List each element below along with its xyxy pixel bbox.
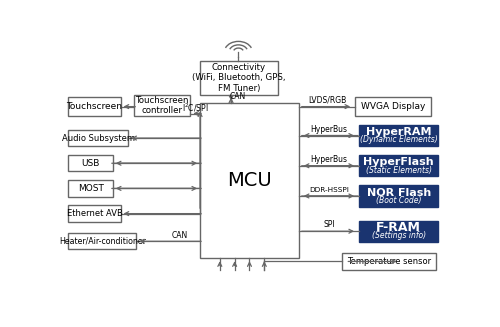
Text: Touchscreen
controller: Touchscreen controller — [136, 95, 189, 115]
Text: MCU: MCU — [227, 171, 272, 190]
FancyBboxPatch shape — [68, 205, 120, 222]
FancyBboxPatch shape — [68, 233, 136, 250]
FancyBboxPatch shape — [68, 130, 128, 146]
Text: NOR Flash: NOR Flash — [366, 188, 431, 198]
FancyBboxPatch shape — [359, 220, 438, 242]
Text: LVDS/RGB: LVDS/RGB — [308, 96, 346, 105]
FancyBboxPatch shape — [342, 253, 436, 270]
Text: (Dynamic Elements): (Dynamic Elements) — [360, 135, 438, 144]
Text: MOST: MOST — [78, 184, 104, 193]
Text: (Boot Code): (Boot Code) — [376, 196, 422, 205]
Text: Heater/Air-conditioner: Heater/Air-conditioner — [59, 237, 146, 246]
Text: CAN: CAN — [172, 231, 188, 240]
FancyBboxPatch shape — [68, 180, 113, 197]
Text: HyperBus: HyperBus — [310, 125, 348, 134]
Text: CAN: CAN — [230, 92, 246, 101]
FancyBboxPatch shape — [68, 155, 113, 171]
FancyBboxPatch shape — [200, 103, 299, 258]
Text: Touchscreen: Touchscreen — [66, 102, 122, 111]
Text: Connectivity
(WiFi, Bluetooth, GPS,
FM Tuner): Connectivity (WiFi, Bluetooth, GPS, FM T… — [192, 63, 286, 93]
Text: Temperature sensor: Temperature sensor — [347, 257, 431, 266]
Text: I$^2$C/SPI: I$^2$C/SPI — [182, 102, 208, 114]
Text: (Settings info): (Settings info) — [372, 231, 426, 240]
Text: HyperBus: HyperBus — [310, 155, 348, 164]
FancyBboxPatch shape — [359, 185, 438, 207]
FancyBboxPatch shape — [359, 125, 438, 146]
Text: USB: USB — [82, 159, 100, 168]
Text: Audio Subsystem: Audio Subsystem — [62, 133, 135, 143]
Text: (Static Elements): (Static Elements) — [366, 165, 432, 175]
Text: Ethernet AVB: Ethernet AVB — [66, 209, 122, 218]
FancyBboxPatch shape — [68, 97, 120, 116]
Text: HyperFlash: HyperFlash — [364, 157, 434, 167]
FancyBboxPatch shape — [200, 60, 278, 95]
Text: HyperRAM: HyperRAM — [366, 127, 432, 137]
Text: DDR-HSSPI: DDR-HSSPI — [309, 187, 349, 193]
Text: F-RAM: F-RAM — [376, 221, 421, 234]
Text: WVGA Display: WVGA Display — [360, 102, 425, 111]
Text: SPI: SPI — [323, 220, 334, 230]
FancyBboxPatch shape — [355, 97, 430, 116]
FancyBboxPatch shape — [359, 155, 438, 177]
FancyBboxPatch shape — [134, 95, 190, 116]
